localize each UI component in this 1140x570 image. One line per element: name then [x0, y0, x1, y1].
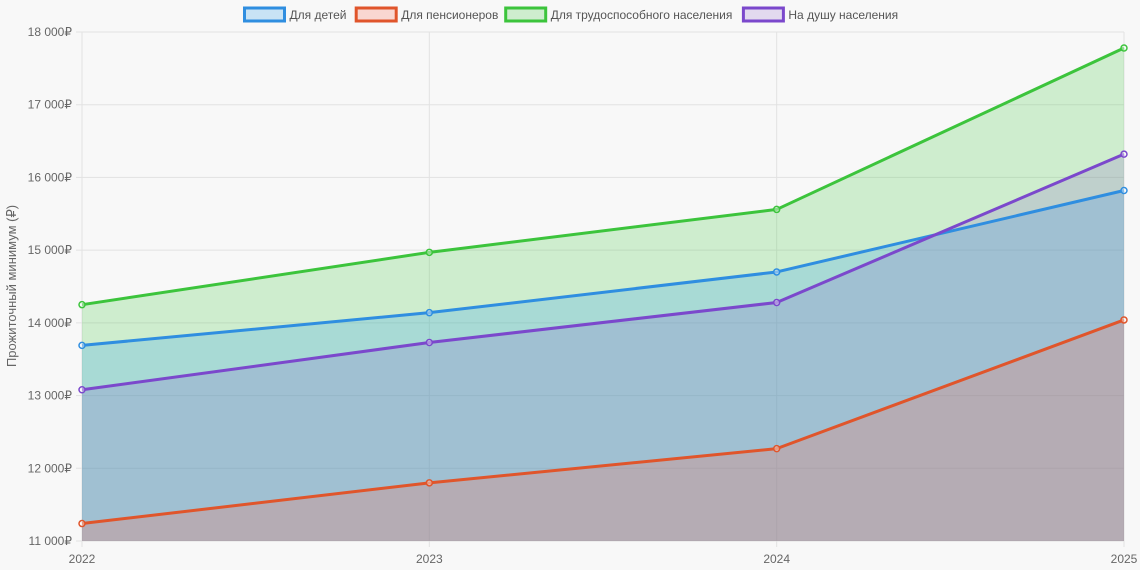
legend-label: Для трудоспособного населения: [551, 8, 733, 22]
y-tick-label: 11 000₽: [29, 534, 73, 548]
y-tick-label: 13 000₽: [28, 389, 73, 403]
x-axis-ticks: 2022 2023 2024 2025: [69, 552, 1138, 566]
legend: Для детей Для пенсионеров Для трудоспособн…: [243, 6, 898, 23]
legend-label: На душу населения: [788, 8, 898, 22]
data-point: [1120, 186, 1128, 195]
data-point: [425, 338, 434, 347]
y-tick-label: 15 000₽: [28, 243, 73, 257]
data-point: [1120, 44, 1128, 52]
legend-swatch: [504, 6, 548, 23]
data-point: [772, 298, 781, 307]
series-line: [81, 46, 1125, 307]
legend-label: Для детей: [290, 8, 347, 22]
y-tick-label: 18 000₽: [28, 25, 73, 39]
x-tick-label: 2024: [763, 552, 790, 566]
legend-swatch: [741, 6, 785, 23]
series-line: [81, 189, 1125, 347]
series-lines: [81, 46, 1125, 526]
y-axis-ticks: 11 000₽ 12 000₽ 13 000₽ 14 000₽ 15 000₽ 16 00…: [28, 25, 73, 548]
data-point: [78, 341, 86, 350]
series-area: [82, 154, 1124, 541]
data-point: [425, 479, 434, 487]
series-area: [82, 190, 1124, 541]
series-line: [81, 318, 1125, 526]
data-point: [1120, 150, 1128, 158]
data-point: [425, 308, 434, 317]
data-point: [772, 205, 781, 214]
y-tick-label: 17 000₽: [28, 98, 73, 112]
data-point: [78, 300, 86, 309]
plot-background: [82, 32, 1124, 541]
series-points: [78, 44, 1128, 528]
x-tick-label: 2023: [416, 552, 443, 566]
y-tick-label: 16 000₽: [28, 170, 73, 184]
y-axis-label: Прожиточный минимум (₽): [4, 205, 19, 367]
x-tick-label: 2022: [69, 552, 96, 566]
data-point: [1120, 316, 1128, 324]
data-point: [78, 519, 86, 528]
x-tick-label: 2025: [1111, 552, 1138, 566]
data-point: [425, 248, 434, 257]
legend-swatch: [243, 6, 286, 23]
legend-swatch: [354, 6, 398, 23]
y-tick-label: 14 000₽: [28, 316, 73, 330]
legend-label: Для пенсионеров: [401, 8, 498, 22]
series-line: [81, 152, 1125, 392]
y-tick-label: 12 000₽: [28, 461, 73, 475]
grid: [76, 31, 1125, 547]
data-point: [772, 444, 781, 453]
data-point: [772, 268, 781, 276]
series-area: [82, 319, 1124, 541]
data-point: [78, 386, 86, 394]
